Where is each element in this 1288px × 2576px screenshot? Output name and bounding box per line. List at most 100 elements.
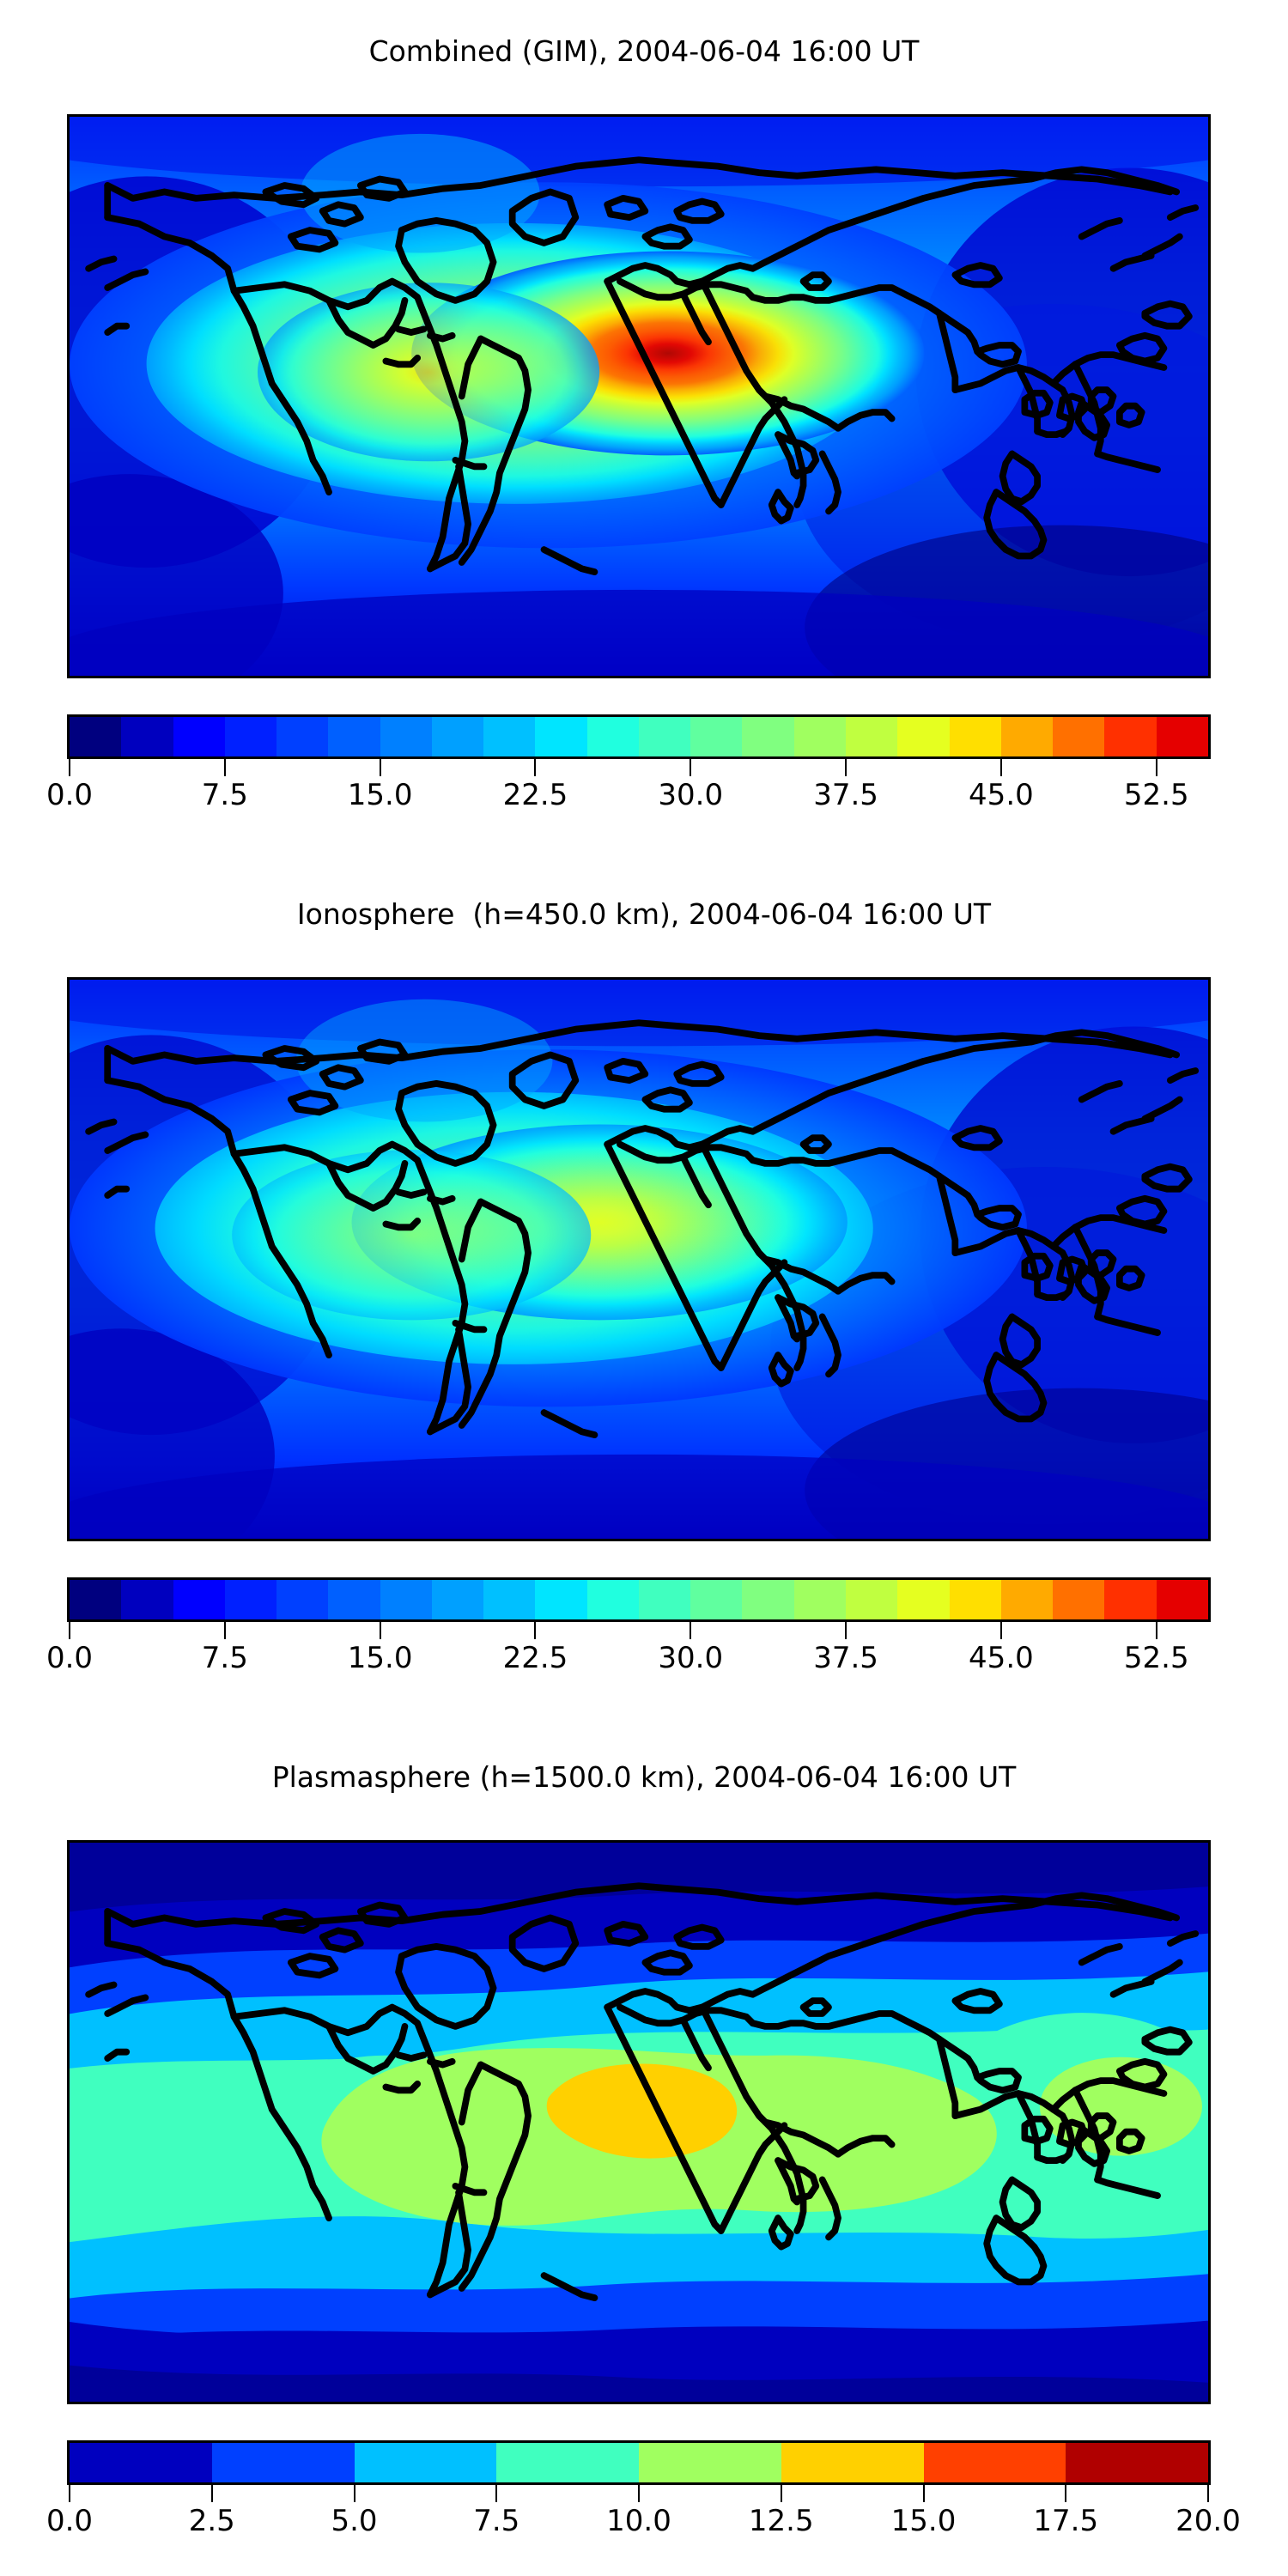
colorbar-segment <box>431 717 484 756</box>
coastlines-plasmasphere <box>85 1882 1200 2302</box>
colorbar-segment <box>639 2443 781 2482</box>
colorbar-tick-mark <box>690 1622 692 1639</box>
colorbar-segment <box>1104 1580 1157 1619</box>
colorbar-tick-label: 22.5 <box>502 778 568 812</box>
colorbar-tick-mark <box>1155 759 1157 776</box>
colorbar-tick-label: 10.0 <box>606 2504 671 2538</box>
colorbar-ionosphere: 0.0 7.5 15.0 22.5 30.0 37.5 45.0 52.5 <box>46 1577 1211 1680</box>
colorbar-segment <box>483 1580 536 1619</box>
colorbar-tick-label: 5.0 <box>331 2504 378 2538</box>
colorbar-ionosphere-bar[interactable] <box>67 1577 1211 1622</box>
colorbar-tick-label: 45.0 <box>969 778 1034 812</box>
colorbar-tick-label: 15.0 <box>347 1641 413 1675</box>
colorbar-tick-label: 30.0 <box>658 1641 724 1675</box>
panel-combined: Combined (GIM), 2004-06-04 16:00 UT <box>0 34 1288 69</box>
colorbar-segment <box>949 717 1001 756</box>
colorbar-segment <box>897 1580 950 1619</box>
map-ionosphere <box>67 977 1211 1541</box>
colorbar-tick-mark <box>999 1622 1002 1639</box>
colorbar-segment <box>211 2443 355 2482</box>
colorbar-tick-mark <box>69 2485 70 2502</box>
colorbar-segment <box>535 1580 587 1619</box>
colorbar-tick-label: 7.5 <box>201 1641 248 1675</box>
colorbar-segment <box>897 717 950 756</box>
colorbar-segment <box>845 1580 898 1619</box>
colorbar-tick-label: 17.5 <box>1033 2504 1099 2538</box>
panel-title-combined: Combined (GIM), 2004-06-04 16:00 UT <box>368 34 920 68</box>
colorbar-segment <box>845 717 898 756</box>
colorbar-segment <box>1000 717 1054 756</box>
colorbar-tick-label: 7.5 <box>473 2504 520 2538</box>
colorbar-tick-mark <box>379 1622 381 1639</box>
colorbar-tick-label: 45.0 <box>969 1641 1034 1675</box>
panel-title-ionosphere: Ionosphere (h=450.0 km), 2004-06-04 16:0… <box>296 897 992 931</box>
panel-title-plasmasphere: Plasmasphere (h=1500.0 km), 2004-06-04 1… <box>271 1760 1017 1794</box>
colorbar-segment <box>380 717 432 756</box>
colorbar-segment <box>224 1580 277 1619</box>
colorbar-tick-label: 37.5 <box>813 1641 878 1675</box>
colorbar-segment <box>121 717 173 756</box>
map-plasmasphere <box>67 1840 1211 2404</box>
colorbar-segment <box>121 1580 173 1619</box>
colorbar-tick-mark <box>353 2485 355 2502</box>
colorbar-segment <box>328 717 380 756</box>
colorbar-segment <box>1053 717 1105 756</box>
colorbar-tick-label: 52.5 <box>1123 778 1189 812</box>
colorbar-tick-label: 7.5 <box>201 778 248 812</box>
colorbar-tick-label: 30.0 <box>658 778 724 812</box>
colorbar-tick-mark <box>223 1622 226 1639</box>
colorbar-tick-mark <box>922 2485 925 2502</box>
colorbar-tick-label: 52.5 <box>1123 1641 1189 1675</box>
colorbar-segment <box>1066 2443 1208 2482</box>
colorbar-segment <box>923 2443 1066 2482</box>
coastlines-ionosphere <box>85 1019 1200 1439</box>
colorbar-segment <box>431 1580 484 1619</box>
colorbar-tick-mark <box>223 759 226 776</box>
colorbar-segment <box>483 717 536 756</box>
colorbar-segment <box>690 717 743 756</box>
colorbar-tick-mark <box>1155 1622 1157 1639</box>
colorbar-segment <box>781 2443 924 2482</box>
colorbar-segment <box>586 1580 639 1619</box>
colorbar-segment <box>742 1580 794 1619</box>
panel-ionosphere: Ionosphere (h=450.0 km), 2004-06-04 16:0… <box>0 897 1288 932</box>
colorbar-plasmasphere-labels: 0.0 2.5 5.0 7.5 10.0 12.5 15.0 17.5 20.0 <box>46 2504 1241 2543</box>
colorbar-tick-mark <box>690 759 692 776</box>
colorbar-tick-mark <box>210 2485 213 2502</box>
colorbar-segment <box>535 717 587 756</box>
colorbar-segment <box>380 1580 432 1619</box>
colorbar-tick-mark <box>495 2485 498 2502</box>
coastlines-combined <box>85 156 1200 576</box>
colorbar-segment <box>793 1580 846 1619</box>
colorbar-tick-label: 0.0 <box>46 1641 94 1675</box>
colorbar-ionosphere-ticks <box>67 1622 1211 1641</box>
colorbar-tick-label: 0.0 <box>46 778 94 812</box>
colorbar-segment <box>742 717 794 756</box>
map-plasmasphere-svg <box>70 1843 1208 2402</box>
colorbar-segment <box>276 1580 329 1619</box>
colorbar-tick-mark <box>845 1622 848 1639</box>
colorbar-combined-ticks <box>67 759 1211 778</box>
colorbar-plasmasphere-bar[interactable] <box>67 2440 1211 2485</box>
colorbar-segment <box>328 1580 380 1619</box>
colorbar-plasmasphere: 0.0 2.5 5.0 7.5 10.0 12.5 15.0 17.5 20.0 <box>46 2440 1241 2543</box>
colorbar-combined-labels: 0.0 7.5 15.0 22.5 30.0 37.5 45.0 52.5 <box>46 778 1211 817</box>
colorbar-combined-bar[interactable] <box>67 714 1211 759</box>
colorbar-ionosphere-labels: 0.0 7.5 15.0 22.5 30.0 37.5 45.0 52.5 <box>46 1641 1211 1680</box>
colorbar-segment <box>1156 1580 1208 1619</box>
colorbar-segment <box>638 1580 691 1619</box>
colorbar-tick-mark <box>534 1622 537 1639</box>
colorbar-tick-label: 20.0 <box>1176 2504 1241 2538</box>
colorbar-segment <box>70 717 122 756</box>
colorbar-segment <box>690 1580 743 1619</box>
colorbar-tick-label: 37.5 <box>813 778 878 812</box>
colorbar-tick-mark <box>1065 2485 1067 2502</box>
colorbar-tick-label: 0.0 <box>46 2504 94 2538</box>
colorbar-segment <box>1156 717 1208 756</box>
colorbar-tick-mark <box>845 759 848 776</box>
colorbar-segment <box>224 717 277 756</box>
colorbar-segment <box>496 2443 639 2482</box>
colorbar-tick-label: 15.0 <box>890 2504 957 2538</box>
colorbar-tick-mark <box>534 759 537 776</box>
